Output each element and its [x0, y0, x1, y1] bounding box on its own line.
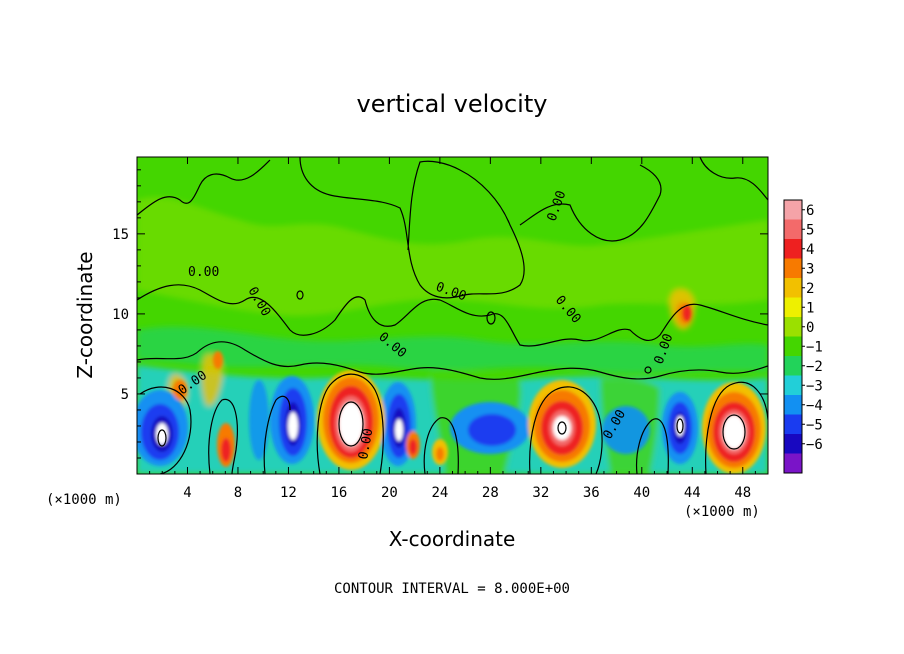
y-tick-label: 15: [112, 227, 129, 243]
x-tick-label: 16: [330, 485, 347, 501]
x-tick-label: 20: [381, 485, 398, 501]
contour-core-3: [557, 421, 567, 435]
contour-label: 0.00: [188, 265, 219, 280]
downdraft-cell-1: [137, 390, 188, 466]
colorbar-swatch: [784, 297, 802, 318]
contour-streak-3: [423, 417, 459, 474]
colorbar-label: 4: [806, 242, 814, 258]
colorbar-swatch: [784, 239, 802, 259]
colorbar-swatch: [784, 434, 802, 454]
contour-cell-outline-3: [529, 386, 603, 474]
contour-streak-4: [635, 418, 669, 474]
downdraft-cell-3: [380, 382, 416, 466]
upper-cool-band: [137, 326, 768, 374]
colorbar-swatch: [784, 200, 802, 220]
updraft-cell-1: [317, 370, 385, 470]
updraft-small-3: [432, 439, 448, 465]
colorbar-label: 3: [806, 261, 814, 277]
upper-light-region: [137, 197, 768, 316]
colorbar: 6 5 4 3 2 1 0 −1 −2 −3 −4 −5 −6: [783, 199, 823, 474]
colorbar-label: −3: [806, 378, 823, 394]
contour-core-4: [157, 429, 167, 447]
colorbar-label: 2: [806, 281, 814, 297]
x-tick-label: 44: [684, 485, 701, 501]
y-axis-label: Z-coordinate: [73, 251, 97, 378]
downdraft-band-central: [450, 402, 530, 454]
colorbar-label: −4: [806, 398, 823, 414]
colorbar-label: −5: [806, 417, 823, 433]
colorbar-swatch: [784, 278, 802, 298]
contour-small-1: [296, 290, 304, 300]
x-tick-label: 4: [183, 485, 191, 501]
contour-core-5: [676, 418, 684, 434]
contour-cell-outline-2: [316, 373, 384, 474]
x-tick-label: 32: [532, 485, 549, 501]
colorbar-label: 6: [806, 203, 814, 219]
contour-label: 0.00: [356, 427, 376, 460]
contour-interval-note: CONTOUR INTERVAL = 8.000E+00: [334, 581, 570, 597]
downdraft-weak-left: [249, 380, 269, 460]
colorbar-label: 1: [806, 300, 814, 316]
zero-contour-low: [137, 341, 768, 380]
downdraft-cell-2: [270, 376, 314, 464]
contour-streak-1: [208, 398, 238, 474]
chart-title: vertical velocity: [357, 90, 548, 118]
plot-area: 0.00 0.00 0.00 0.00 0.00 0.00 0.00 0.00 …: [137, 157, 768, 474]
downdraft-cell-4: [662, 392, 698, 464]
colorbar-swatch: [784, 258, 802, 279]
colorbar-label: −2: [806, 359, 823, 375]
y-tick-label: 5: [121, 387, 129, 403]
contour-core-1: [338, 401, 364, 447]
x-unit-left: (×1000 m): [46, 492, 122, 508]
contour-core-2: [722, 414, 746, 450]
colorbar-swatch: [784, 395, 802, 415]
colorbar-swatch: [784, 317, 802, 337]
colorbar-label: −6: [806, 437, 823, 453]
colorbar-swatch: [784, 336, 802, 357]
x-tick-label: 36: [583, 485, 600, 501]
contour-cell-outline-4: [705, 381, 768, 474]
contour-cell-outline-1: [139, 386, 192, 474]
y-axis: 5 10 15: [112, 169, 768, 459]
updraft-cell-2: [528, 380, 596, 468]
colorbar-label: 5: [806, 222, 814, 238]
x-tick-label: 48: [734, 485, 751, 501]
colorbar-label: −1: [806, 339, 823, 355]
contour-streak-2: [263, 395, 291, 474]
y-tick-label: 10: [112, 307, 129, 323]
updraft-cell-3: [702, 382, 766, 474]
zero-contour-upper: [137, 157, 768, 299]
colorbar-swatch: [784, 375, 802, 396]
x-tick-label: 28: [482, 485, 499, 501]
x-axis: 4 8 12 16 20 24 28 32 36 40 44 48: [149, 157, 756, 501]
updraft-small-2: [406, 431, 420, 459]
x-tick-label: 8: [234, 485, 242, 501]
x-tick-label: 24: [431, 485, 448, 501]
colorbar-swatch: [784, 453, 802, 474]
updraft-small-4: [173, 305, 691, 400]
colorbar-swatch: [784, 356, 802, 376]
contour-lines: [137, 157, 768, 474]
x-tick-label: 40: [633, 485, 650, 501]
updraft-small-1: [217, 423, 235, 467]
colorbar-label: 0: [806, 320, 814, 336]
x-unit-right: (×1000 m): [684, 504, 760, 520]
x-axis-label: X-coordinate: [389, 527, 516, 551]
contour-small-3: [644, 366, 652, 374]
colorbar-swatch: [784, 219, 802, 240]
colorbar-frame: [783, 199, 803, 474]
colorbar-swatch: [784, 414, 802, 435]
x-tick-label: 12: [280, 485, 297, 501]
contour-small-2: [486, 311, 496, 325]
downdraft-weak-right: [602, 406, 650, 454]
core-cells: [137, 305, 766, 474]
zero-contour-mid: [137, 284, 768, 347]
